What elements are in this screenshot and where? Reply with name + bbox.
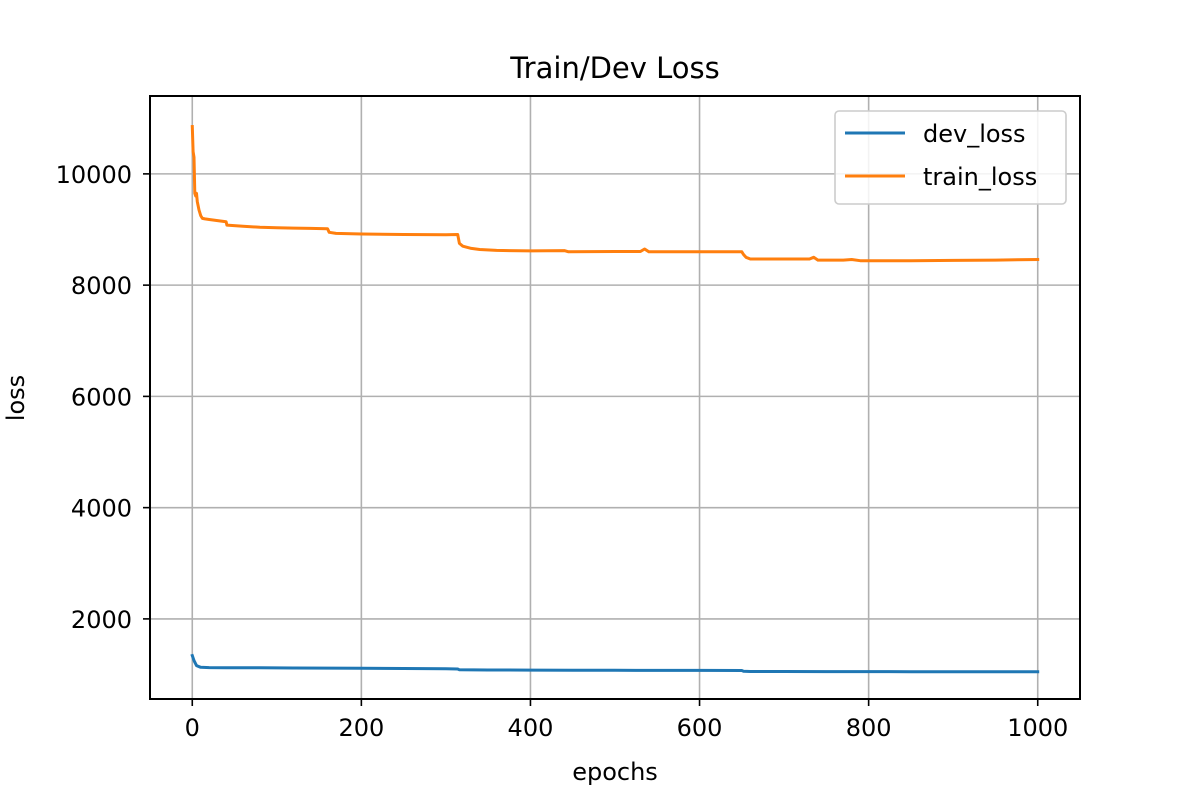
legend-label-train-loss: train_loss xyxy=(923,163,1037,191)
series-line-dev-loss xyxy=(190,653,1040,674)
x-tick-label: 800 xyxy=(846,714,892,742)
ticks: 0 200 400 600 800 1000 2000 4000 6000 8000 10000 xyxy=(56,161,1069,742)
y-tick-label: 8000 xyxy=(71,272,132,300)
x-tick-label: 0 xyxy=(185,714,200,742)
y-tick-label: 6000 xyxy=(71,383,132,411)
x-tick-label: 1000 xyxy=(1007,714,1068,742)
x-tick-label: 600 xyxy=(677,714,723,742)
x-axis-label: epochs xyxy=(572,758,658,786)
x-tick-label: 200 xyxy=(338,714,384,742)
series-line-train-loss xyxy=(190,125,1040,263)
series-layer xyxy=(190,125,1040,674)
y-tick-label: 4000 xyxy=(71,495,132,523)
legend-label-dev-loss: dev_loss xyxy=(923,120,1026,148)
x-tick-label: 400 xyxy=(508,714,554,742)
plot-frame xyxy=(149,95,1081,700)
legend: dev_loss train_loss xyxy=(834,110,1067,205)
y-tick-label: 10000 xyxy=(56,161,132,189)
y-axis-label: loss xyxy=(2,375,30,421)
chart-title: Train/Dev Loss xyxy=(509,51,720,85)
y-tick-label: 2000 xyxy=(71,606,132,634)
